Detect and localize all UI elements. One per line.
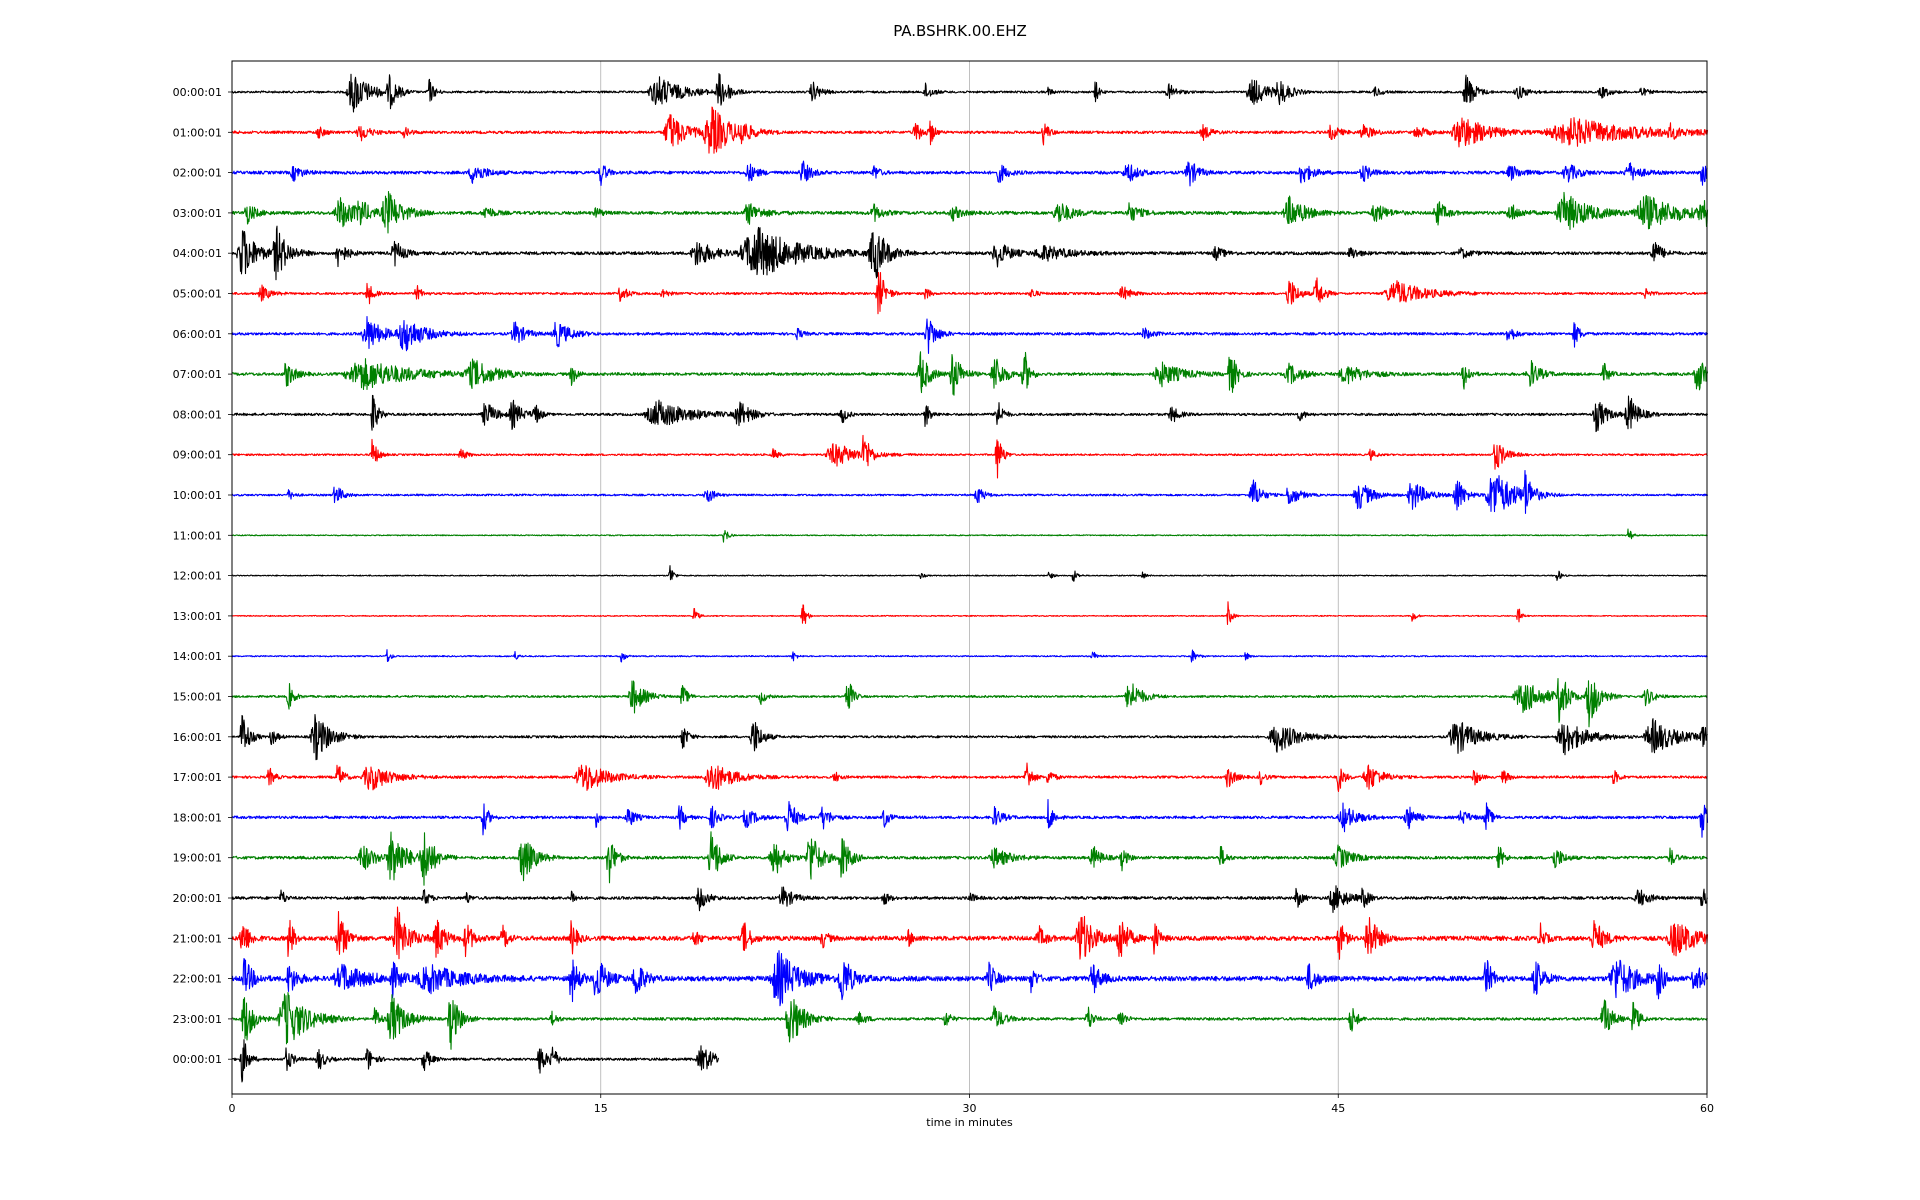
trace-line-2 bbox=[231, 160, 1708, 187]
row-label-18: 18:00:01 bbox=[173, 811, 222, 824]
row-label-19: 19:00:01 bbox=[173, 852, 222, 865]
chart-title: PA.BSHRK.00.EHZ bbox=[893, 22, 1027, 40]
x-tick-label-1: 15 bbox=[594, 1102, 608, 1115]
trace-line-16 bbox=[231, 714, 1708, 761]
row-label-4: 04:00:01 bbox=[173, 247, 222, 260]
trace-line-1 bbox=[231, 106, 1709, 154]
trace-line-4 bbox=[231, 225, 1708, 281]
row-labels: 00:00:01 01:00:01 02:00:01 03:00:01 04:00:01… bbox=[173, 86, 232, 1066]
row-label-23: 23:00:01 bbox=[173, 1013, 222, 1026]
trace-line-23 bbox=[231, 991, 1708, 1050]
row-label-13: 13:00:01 bbox=[173, 610, 222, 623]
trace-line-6 bbox=[231, 316, 1709, 354]
trace-line-18 bbox=[231, 798, 1709, 838]
row-label-11: 11:00:01 bbox=[173, 529, 222, 542]
row-label-8: 08:00:01 bbox=[173, 408, 222, 421]
trace-line-13 bbox=[231, 601, 1708, 626]
trace-line-19 bbox=[231, 831, 1708, 886]
x-tick-label-3: 45 bbox=[1331, 1102, 1345, 1115]
row-label-12: 12:00:01 bbox=[173, 570, 222, 583]
row-label-21: 21:00:01 bbox=[173, 932, 222, 945]
trace-line-5 bbox=[231, 271, 1709, 315]
trace-lines bbox=[231, 73, 1709, 1083]
row-label-5: 05:00:01 bbox=[173, 288, 222, 301]
trace-line-10 bbox=[231, 469, 1709, 514]
trace-line-7 bbox=[231, 351, 1709, 396]
trace-line-0 bbox=[231, 73, 1708, 113]
trace-line-3 bbox=[231, 190, 1709, 234]
row-label-10: 10:00:01 bbox=[173, 489, 222, 502]
trace-line-22 bbox=[231, 950, 1709, 1007]
row-label-7: 07:00:01 bbox=[173, 368, 222, 381]
trace-line-12 bbox=[231, 565, 1708, 582]
row-label-16: 16:00:01 bbox=[173, 731, 222, 744]
row-label-20: 20:00:01 bbox=[173, 892, 222, 905]
row-label-0: 00:00:01 bbox=[173, 86, 222, 99]
trace-line-8 bbox=[231, 394, 1709, 433]
x-axis-ticks: 0 15 30 45 60 bbox=[229, 1094, 1714, 1115]
trace-line-9 bbox=[231, 434, 1708, 479]
trace-line-15 bbox=[231, 677, 1708, 728]
row-label-24: 00:00:01 bbox=[173, 1053, 222, 1066]
row-label-17: 17:00:01 bbox=[173, 771, 222, 784]
trace-line-17 bbox=[231, 762, 1708, 793]
trace-line-21 bbox=[231, 906, 1709, 960]
x-tick-label-0: 0 bbox=[229, 1102, 236, 1115]
row-label-15: 15:00:01 bbox=[173, 691, 222, 704]
row-label-3: 03:00:01 bbox=[173, 207, 222, 220]
row-label-1: 01:00:01 bbox=[173, 126, 222, 139]
x-axis-label: time in minutes bbox=[926, 1116, 1013, 1129]
trace-line-11 bbox=[231, 528, 1708, 543]
row-label-2: 02:00:01 bbox=[173, 167, 222, 180]
trace-line-24 bbox=[231, 1039, 720, 1083]
row-label-22: 22:00:01 bbox=[173, 973, 222, 986]
trace-line-20 bbox=[231, 885, 1708, 914]
trace-line-14 bbox=[231, 649, 1708, 663]
row-label-14: 14:00:01 bbox=[173, 650, 222, 663]
row-label-9: 09:00:01 bbox=[173, 449, 222, 462]
x-tick-label-2: 30 bbox=[963, 1102, 977, 1115]
row-label-6: 06:00:01 bbox=[173, 328, 222, 341]
x-tick-label-4: 60 bbox=[1700, 1102, 1714, 1115]
